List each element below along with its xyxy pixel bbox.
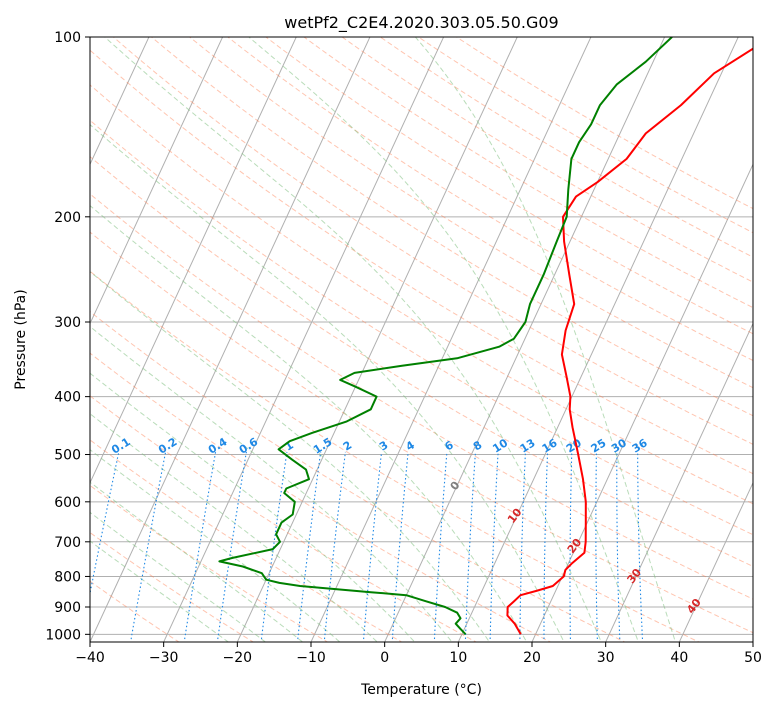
x-tick-label: −40: [75, 650, 105, 666]
x-tick-label: −30: [149, 650, 179, 666]
y-axis-label: Pressure (hPa): [13, 289, 29, 389]
y-tick-label: 400: [54, 390, 81, 406]
y-tick-label: 300: [54, 315, 81, 331]
x-tick-label: 10: [449, 650, 467, 666]
y-tick-label: 600: [54, 495, 81, 511]
y-tick-label: 900: [54, 600, 81, 616]
x-tick-label: 0: [380, 650, 389, 666]
x-tick-label: 40: [670, 650, 688, 666]
y-tick-label: 500: [54, 448, 81, 464]
x-tick-label: 50: [744, 650, 762, 666]
x-axis-label: Temperature (°C): [360, 682, 482, 698]
y-tick-label: 100: [54, 30, 81, 46]
x-tick-label: −20: [223, 650, 253, 666]
y-tick-label: 700: [54, 535, 81, 551]
chart-title: wetPf2_C2E4.2020.303.05.50.G09: [284, 13, 558, 33]
x-tick-label: −10: [296, 650, 326, 666]
y-tick-label: 200: [54, 210, 81, 226]
y-tick-label: 800: [54, 569, 81, 585]
y-tick-label: 1000: [45, 627, 81, 643]
x-tick-label: 20: [523, 650, 541, 666]
x-tick-label: 30: [597, 650, 615, 666]
